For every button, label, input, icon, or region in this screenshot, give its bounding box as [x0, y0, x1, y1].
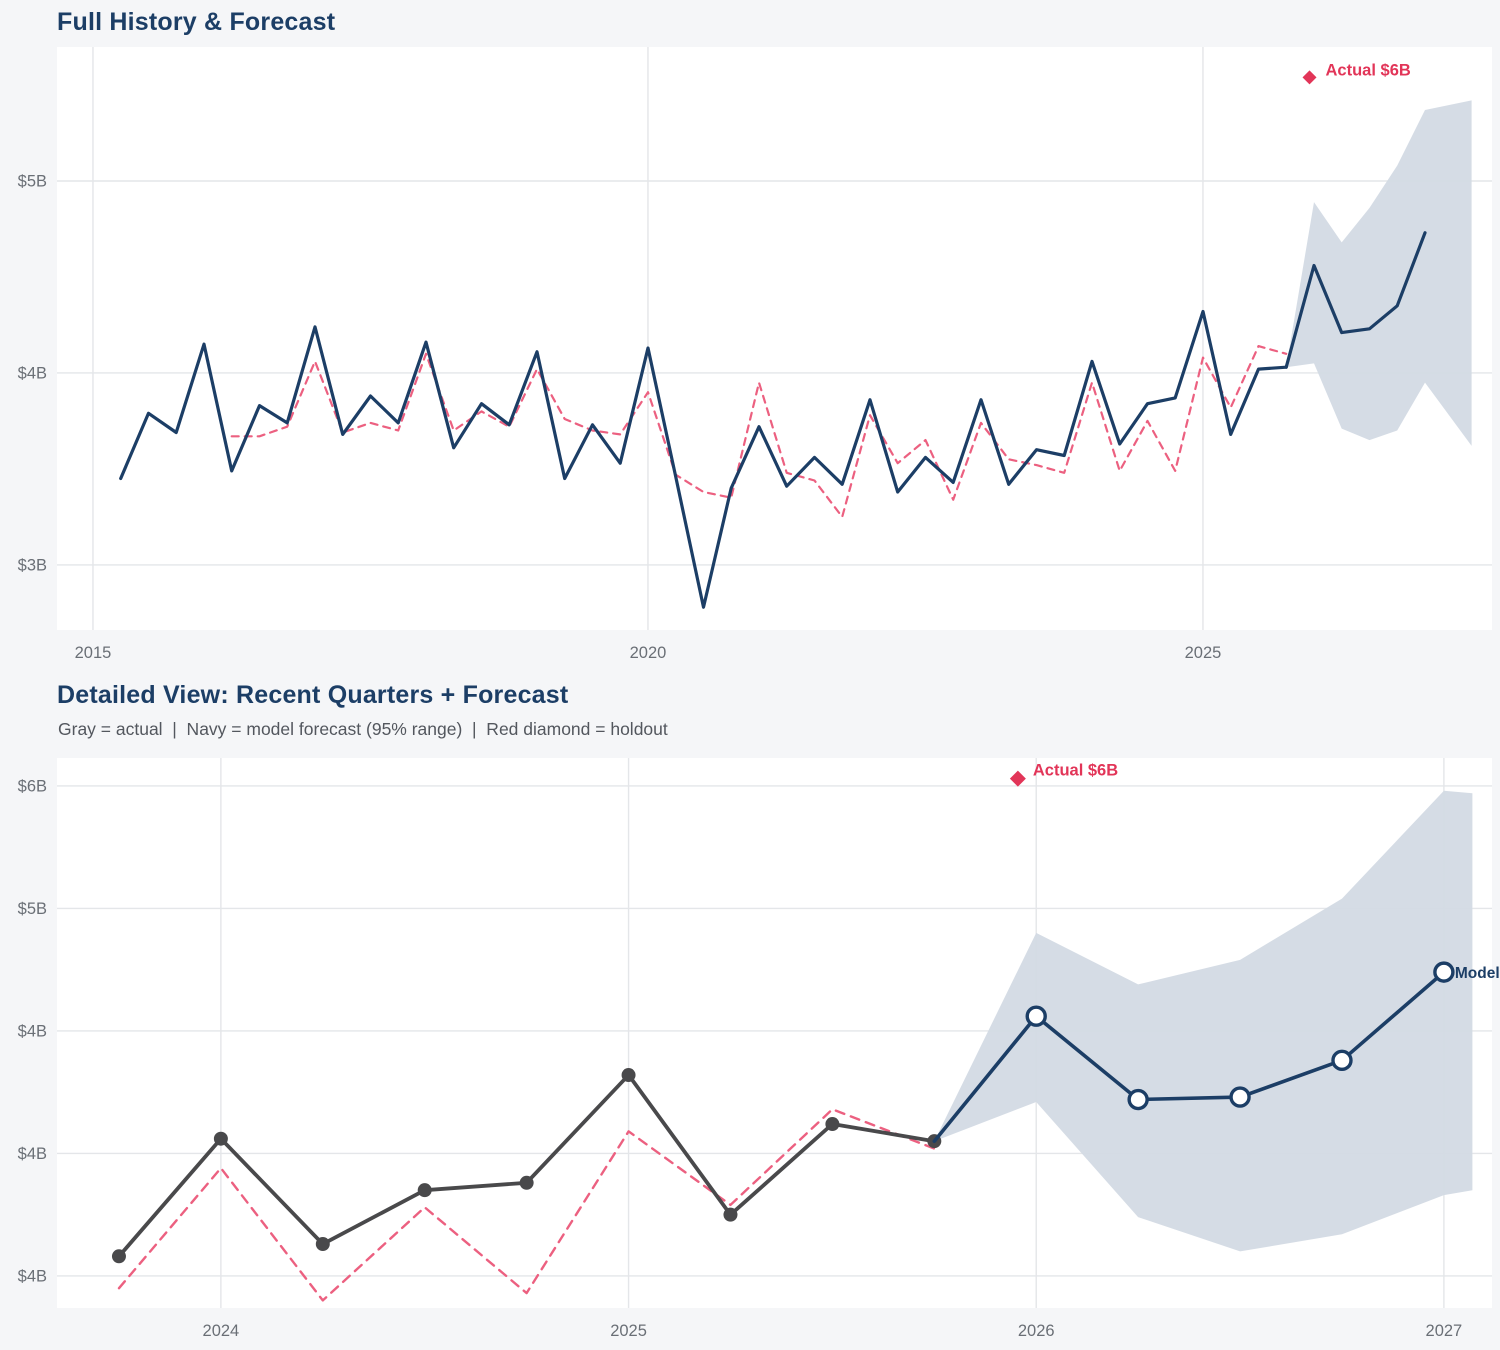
forecast-line — [932, 970, 1446, 1143]
x-tick-label: 2025 — [610, 1322, 647, 1340]
plot-area — [57, 47, 1492, 630]
actual-point-marker — [315, 1237, 330, 1252]
actual-point-marker — [417, 1183, 432, 1198]
holdout-label: Actual $6B — [1326, 61, 1411, 79]
chart-legend-subtitle: Gray = actual | Navy = model forecast (9… — [58, 719, 668, 739]
actual-line — [119, 309, 1288, 609]
y-tick-label: $4B — [18, 1267, 47, 1285]
x-tick-label: 2015 — [75, 644, 112, 662]
x-tick-label: 2025 — [1185, 644, 1222, 662]
y-tick-label: $5B — [18, 900, 47, 918]
forecast-line — [1284, 231, 1427, 369]
actual-point-marker — [111, 1249, 126, 1264]
y-tick-label: $5B — [18, 172, 47, 190]
chart-title-full-history: Full History & Forecast — [57, 8, 336, 36]
insample-model-line — [230, 345, 1288, 518]
chart-title-detailed-view: Detailed View: Recent Quarters + Forecas… — [57, 681, 569, 709]
actual-point-marker — [621, 1068, 636, 1083]
x-tick-label: 2027 — [1426, 1322, 1463, 1340]
confidence-band — [1286, 100, 1472, 446]
actual-point-marker — [723, 1207, 738, 1222]
holdout-label: Actual $6B — [1033, 762, 1118, 780]
actual-point-marker — [825, 1117, 840, 1132]
forecast-point-marker — [1331, 1049, 1353, 1072]
holdout-diamond-icon — [1009, 770, 1026, 787]
insample-model-line — [117, 1108, 936, 1302]
y-tick-label: $3B — [18, 556, 47, 574]
y-tick-label: $4B — [18, 364, 47, 382]
holdout-diamond-icon — [1302, 70, 1317, 85]
detailed-view-chart: $6B $5B $4B $4B $4B 2024 2025 2026 2027 Actual $6… — [18, 758, 1500, 1340]
forecast-point-marker — [1433, 961, 1455, 983]
x-tick-label: 2024 — [203, 1322, 240, 1340]
y-tick-label: $4B — [18, 1022, 47, 1040]
forecast-point-marker — [1025, 1005, 1047, 1027]
forecast-point-marker — [1127, 1088, 1149, 1111]
actual-point-marker — [213, 1131, 228, 1146]
actual-point-marker — [519, 1175, 534, 1190]
full-history-chart: $5B $4B $3B 2015 2020 2025 Actual $6B — [18, 47, 1492, 662]
x-tick-label: 2020 — [630, 644, 667, 662]
y-tick-label: $6B — [18, 777, 47, 795]
x-tick-label: 2026 — [1018, 1322, 1055, 1340]
forecast-point-marker — [1229, 1086, 1251, 1108]
model-label: Model — [1455, 965, 1500, 982]
confidence-band — [934, 790, 1473, 1252]
y-tick-label: $4B — [18, 1145, 47, 1163]
